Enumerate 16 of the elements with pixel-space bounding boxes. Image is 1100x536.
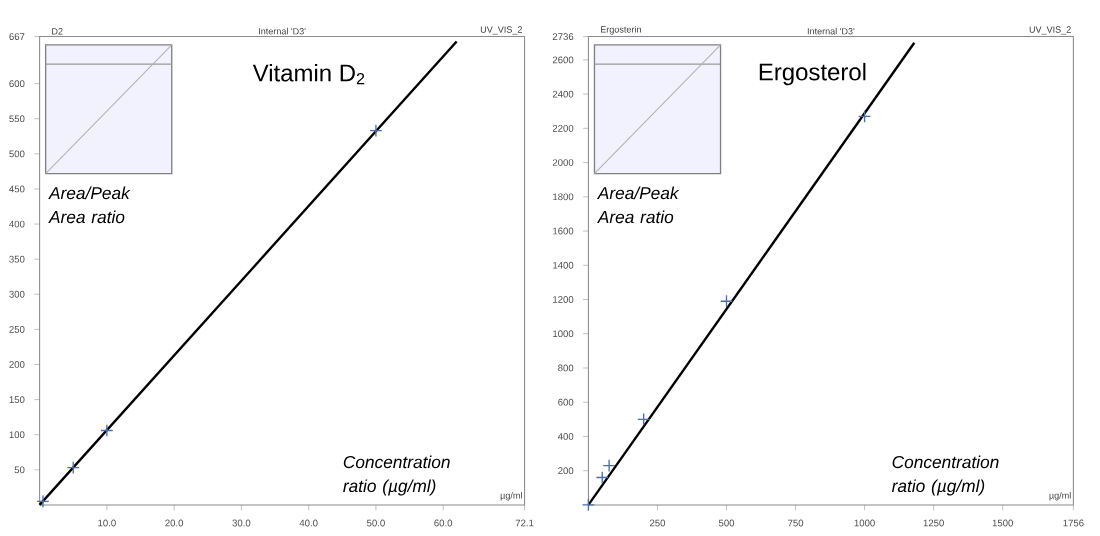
x-axis-title: Concentration ratio (µg/ml) [891,455,999,496]
point [581,497,595,512]
point [36,494,50,508]
point [595,470,609,484]
point [719,294,734,308]
point [858,109,872,123]
point [66,460,80,474]
text: Ergosterol [759,62,866,85]
point [100,423,114,437]
y-axis-title: Area/Peak Area ratio [596,186,680,223]
point [369,123,383,137]
x-axis-title: Concentration ratio (µg/ml) [343,455,450,496]
text: Vitamin D$_{2}$ [252,63,365,84]
point [602,458,616,472]
y-axis-title: Area/Peak Area ratio [48,186,131,223]
point [637,412,651,426]
